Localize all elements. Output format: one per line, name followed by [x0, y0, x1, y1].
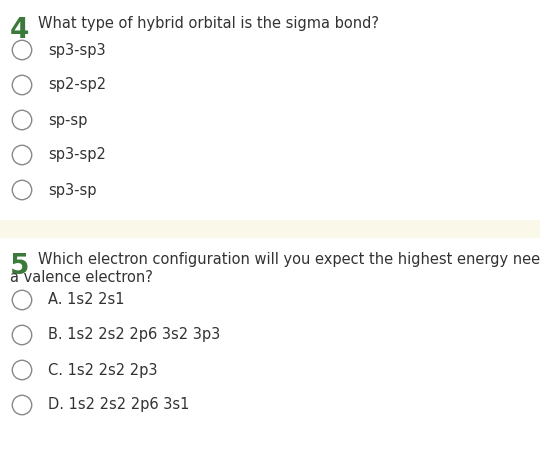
Text: C. 1s2 2s2 2p3: C. 1s2 2s2 2p3 — [48, 363, 158, 378]
Text: D. 1s2 2s2 2p6 3s1: D. 1s2 2s2 2p6 3s1 — [48, 397, 190, 412]
Text: a valence electron?: a valence electron? — [10, 270, 153, 285]
Text: sp-sp: sp-sp — [48, 112, 87, 127]
Circle shape — [12, 325, 32, 345]
Circle shape — [12, 395, 32, 415]
Circle shape — [12, 180, 32, 200]
Circle shape — [12, 360, 32, 380]
Circle shape — [12, 110, 32, 130]
Text: 4: 4 — [10, 16, 29, 44]
Text: sp3-sp2: sp3-sp2 — [48, 147, 106, 162]
Circle shape — [12, 145, 32, 165]
Text: sp3-sp: sp3-sp — [48, 183, 97, 197]
Text: What type of hybrid orbital is the sigma bond?: What type of hybrid orbital is the sigma… — [38, 16, 379, 31]
Circle shape — [12, 40, 32, 60]
Text: A. 1s2 2s1: A. 1s2 2s1 — [48, 292, 125, 307]
Bar — [0, 220, 540, 238]
Text: sp3-sp3: sp3-sp3 — [48, 43, 106, 58]
Circle shape — [12, 290, 32, 310]
Text: Which electron configuration will you expect the highest energy needed to remove: Which electron configuration will you ex… — [38, 252, 540, 267]
Text: B. 1s2 2s2 2p6 3s2 3p3: B. 1s2 2s2 2p6 3s2 3p3 — [48, 328, 220, 343]
Circle shape — [12, 75, 32, 95]
Text: sp2-sp2: sp2-sp2 — [48, 78, 106, 93]
Text: 5: 5 — [10, 252, 30, 280]
